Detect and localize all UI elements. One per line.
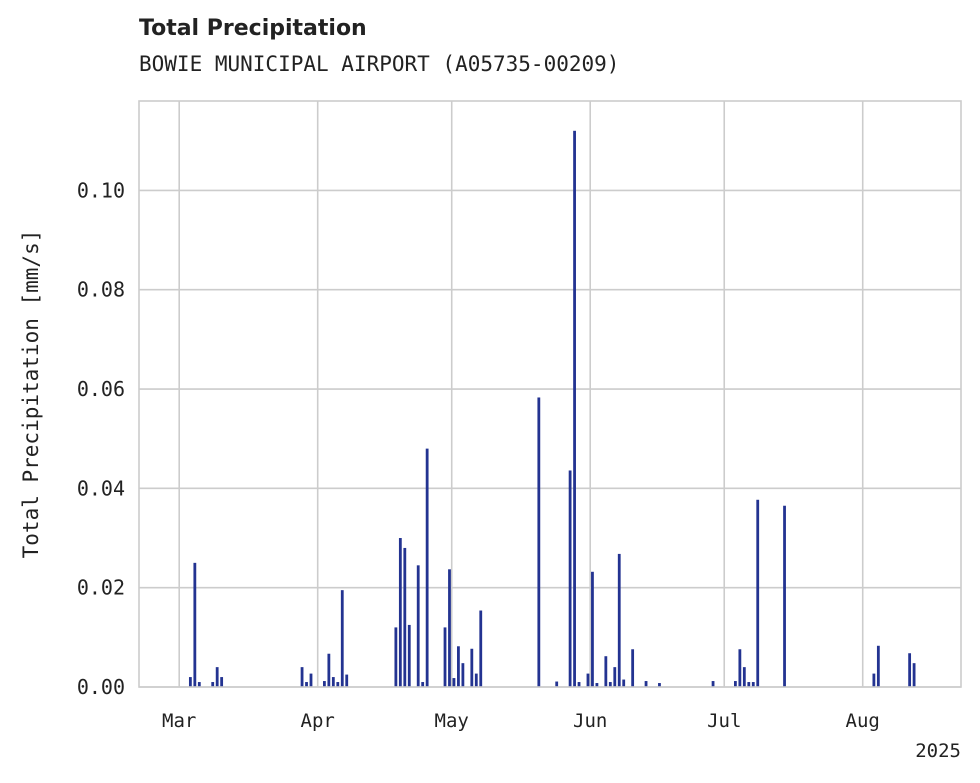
precip-bar <box>613 667 617 687</box>
grid-lines <box>139 101 961 688</box>
precip-bar <box>331 677 335 687</box>
precip-bar <box>586 673 590 687</box>
precip-bar <box>631 649 635 687</box>
precip-bar <box>479 610 483 687</box>
precip-bar <box>448 569 451 687</box>
precip-bar <box>568 470 572 687</box>
precip-bar <box>555 681 559 687</box>
precip-bar <box>604 656 608 687</box>
precip-bar <box>340 590 344 687</box>
y-tick-label: 0.00 <box>77 675 125 699</box>
plot-frame <box>138 100 962 688</box>
precip-bar <box>425 448 429 687</box>
precip-bar <box>416 565 420 687</box>
precip-bar <box>309 673 313 687</box>
precip-bar <box>577 682 581 687</box>
y-tick-label: 0.10 <box>77 178 125 202</box>
precip-bar <box>608 682 612 687</box>
x-tick-label: Jul <box>707 710 741 732</box>
x-tick-label: Aug <box>846 710 880 732</box>
precip-bar <box>327 653 331 687</box>
precip-bar <box>537 397 541 687</box>
chart-title: Total Precipitation <box>139 16 367 41</box>
x-tick-labels: Mar Apr May Jun Jul Aug <box>162 710 880 732</box>
precip-bar <box>443 627 447 687</box>
precip-bar <box>573 130 576 687</box>
precip-bar <box>300 667 304 687</box>
precip-bar <box>591 571 594 687</box>
precip-bar <box>452 678 456 687</box>
precip-bar <box>622 679 626 687</box>
precip-bar <box>336 682 340 687</box>
y-axis-label: Total Precipitation [mm/s] <box>19 230 43 559</box>
precip-bar <box>756 499 760 687</box>
precip-bar <box>322 681 326 687</box>
precip-bar <box>617 553 621 687</box>
x-tick-label: Mar <box>162 710 196 732</box>
precip-bar <box>197 682 201 687</box>
precip-bar <box>872 673 876 687</box>
precip-bar <box>876 645 880 687</box>
x-tick-label: Apr <box>301 710 335 732</box>
bar-series <box>188 130 916 687</box>
precip-bar <box>658 683 661 687</box>
x-offset-label: 2025 <box>915 740 961 762</box>
precip-bar <box>474 673 478 687</box>
precip-bar <box>711 681 715 687</box>
x-tick-label: May <box>435 710 469 732</box>
y-tick-label: 0.04 <box>77 476 125 500</box>
y-tick-label: 0.06 <box>77 377 125 401</box>
precip-bar <box>403 547 407 687</box>
x-tick-label: Jun <box>573 710 607 732</box>
precip-bar <box>461 663 465 687</box>
precip-bar <box>394 627 398 687</box>
precip-bar <box>738 649 742 687</box>
precip-bar <box>193 562 197 687</box>
precip-bar <box>345 674 349 687</box>
precip-bar <box>470 648 474 687</box>
precip-bar <box>305 682 308 687</box>
y-tick-labels: 0.00 0.02 0.04 0.06 0.08 0.10 <box>77 178 125 699</box>
precip-bar <box>912 663 916 687</box>
chart-subtitle: BOWIE MUNICIPAL AIRPORT (A05735-00209) <box>139 52 620 76</box>
precip-bar <box>747 682 751 687</box>
precip-bar <box>211 682 215 687</box>
precip-bar <box>215 667 219 687</box>
precip-bar <box>751 682 755 687</box>
y-tick-label: 0.02 <box>77 576 125 600</box>
precip-bar <box>733 681 737 687</box>
precip-bar <box>595 683 599 687</box>
y-tick-label: 0.08 <box>77 278 125 302</box>
precip-bar <box>457 646 460 687</box>
precip-bar <box>421 682 425 687</box>
precip-bar <box>742 667 746 687</box>
precip-bar <box>644 681 648 687</box>
precip-bar <box>407 624 411 687</box>
precip-bar <box>908 653 912 687</box>
precip-bar <box>398 538 402 687</box>
precip-bar <box>783 505 786 687</box>
precip-bar <box>220 677 224 687</box>
precip-bar <box>188 677 192 687</box>
